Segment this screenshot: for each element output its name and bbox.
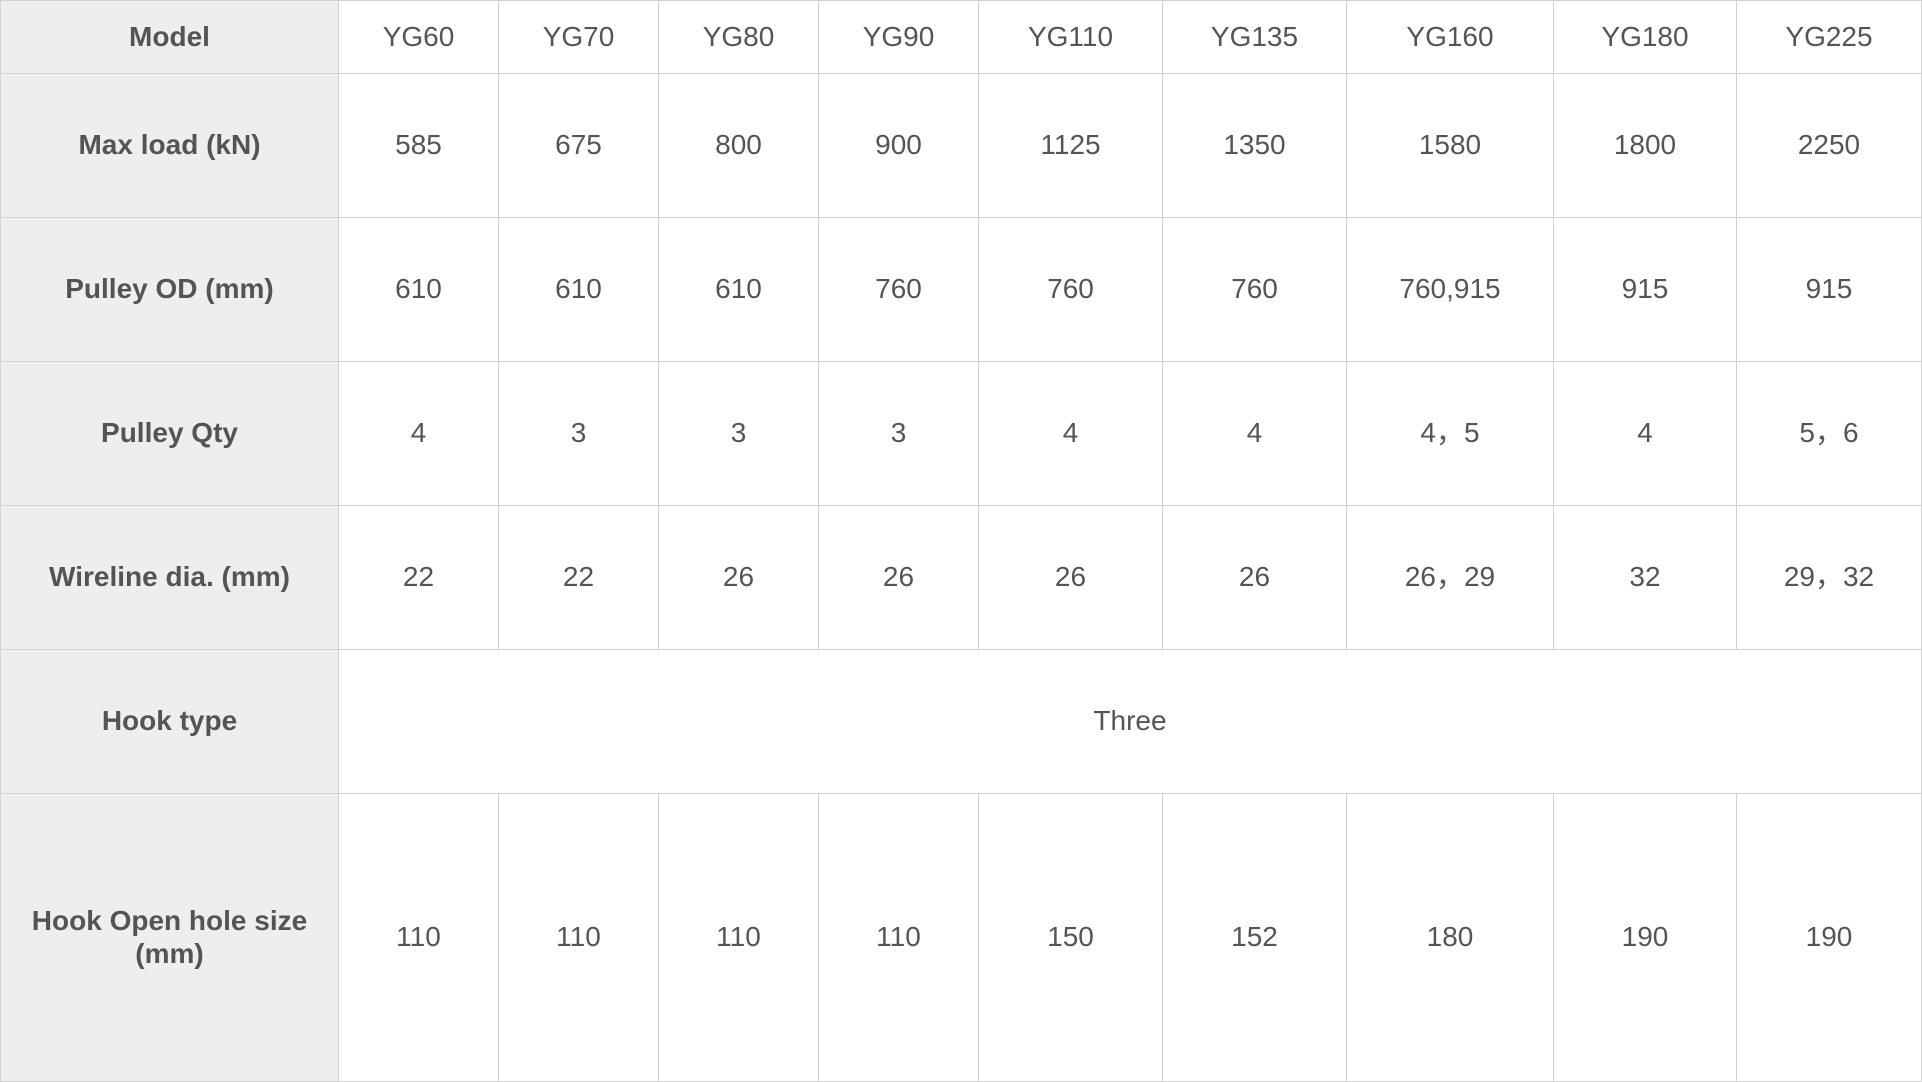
pulley-qty-cell: 3 (658, 361, 819, 506)
max-load-row: Max load (kN) 585 675 800 900 1125 1350 … (0, 73, 1922, 218)
wireline-dia-cell: 26 (1162, 505, 1347, 650)
model-cell: YG160 (1346, 0, 1554, 74)
max-load-cell: 2250 (1736, 73, 1922, 218)
max-load-cell: 585 (338, 73, 499, 218)
pulley-od-cell: 760,915 (1346, 217, 1554, 362)
hook-type-cell: Three (338, 649, 1922, 794)
model-cell: YG110 (978, 0, 1163, 74)
max-load-label: Max load (kN) (0, 73, 339, 218)
hook-hole-cell: 152 (1162, 793, 1347, 1082)
max-load-cell: 900 (818, 73, 979, 218)
max-load-cell: 1800 (1553, 73, 1737, 218)
wireline-dia-cell: 22 (338, 505, 499, 650)
model-row: Model YG60 YG70 YG80 YG90 YG110 YG135 YG… (0, 0, 1922, 74)
pulley-od-cell: 760 (978, 217, 1163, 362)
wireline-dia-cell: 22 (498, 505, 659, 650)
max-load-cell: 1580 (1346, 73, 1554, 218)
max-load-cell: 1350 (1162, 73, 1347, 218)
wireline-dia-label: Wireline dia. (mm) (0, 505, 339, 650)
wireline-dia-cell: 29，32 (1736, 505, 1922, 650)
hook-type-row: Hook type Three (0, 649, 1922, 794)
hook-hole-row: Hook Open hole size (mm) 110 110 110 110… (0, 793, 1922, 1082)
pulley-qty-label: Pulley Qty (0, 361, 339, 506)
pulley-od-cell: 915 (1553, 217, 1737, 362)
wireline-dia-cell: 26 (818, 505, 979, 650)
max-load-cell: 675 (498, 73, 659, 218)
model-cell: YG135 (1162, 0, 1347, 74)
wireline-dia-cell: 26 (978, 505, 1163, 650)
hook-hole-cell: 190 (1553, 793, 1737, 1082)
pulley-qty-cell: 3 (818, 361, 979, 506)
model-cell: YG80 (658, 0, 819, 74)
hook-hole-cell: 110 (818, 793, 979, 1082)
wireline-dia-row: Wireline dia. (mm) 22 22 26 26 26 26 26，… (0, 505, 1922, 650)
model-row-label: Model (0, 0, 339, 74)
pulley-qty-cell: 4，5 (1346, 361, 1554, 506)
pulley-od-cell: 915 (1736, 217, 1922, 362)
hook-hole-cell: 110 (338, 793, 499, 1082)
max-load-cell: 1125 (978, 73, 1163, 218)
pulley-qty-cell: 4 (338, 361, 499, 506)
hook-hole-cell: 150 (978, 793, 1163, 1082)
pulley-qty-cell: 4 (978, 361, 1163, 506)
hook-hole-cell: 110 (658, 793, 819, 1082)
model-cell: YG70 (498, 0, 659, 74)
pulley-od-cell: 760 (818, 217, 979, 362)
pulley-qty-cell: 5，6 (1736, 361, 1922, 506)
model-cell: YG225 (1736, 0, 1922, 74)
model-cell: YG180 (1553, 0, 1737, 74)
pulley-qty-row: Pulley Qty 4 3 3 3 4 4 4，5 4 5，6 (0, 361, 1922, 506)
pulley-od-label: Pulley OD (mm) (0, 217, 339, 362)
model-cell: YG60 (338, 0, 499, 74)
wireline-dia-cell: 26，29 (1346, 505, 1554, 650)
hook-hole-cell: 110 (498, 793, 659, 1082)
hook-type-label: Hook type (0, 649, 339, 794)
hook-hole-cell: 180 (1346, 793, 1554, 1082)
pulley-od-cell: 610 (498, 217, 659, 362)
pulley-qty-cell: 4 (1162, 361, 1347, 506)
wireline-dia-cell: 26 (658, 505, 819, 650)
pulley-od-row: Pulley OD (mm) 610 610 610 760 760 760 7… (0, 217, 1922, 362)
hook-hole-cell: 190 (1736, 793, 1922, 1082)
pulley-od-cell: 610 (338, 217, 499, 362)
hook-hole-label: Hook Open hole size (mm) (0, 793, 339, 1082)
max-load-cell: 800 (658, 73, 819, 218)
pulley-qty-cell: 3 (498, 361, 659, 506)
pulley-od-cell: 760 (1162, 217, 1347, 362)
model-cell: YG90 (818, 0, 979, 74)
pulley-qty-cell: 4 (1553, 361, 1737, 506)
pulley-od-cell: 610 (658, 217, 819, 362)
wireline-dia-cell: 32 (1553, 505, 1737, 650)
